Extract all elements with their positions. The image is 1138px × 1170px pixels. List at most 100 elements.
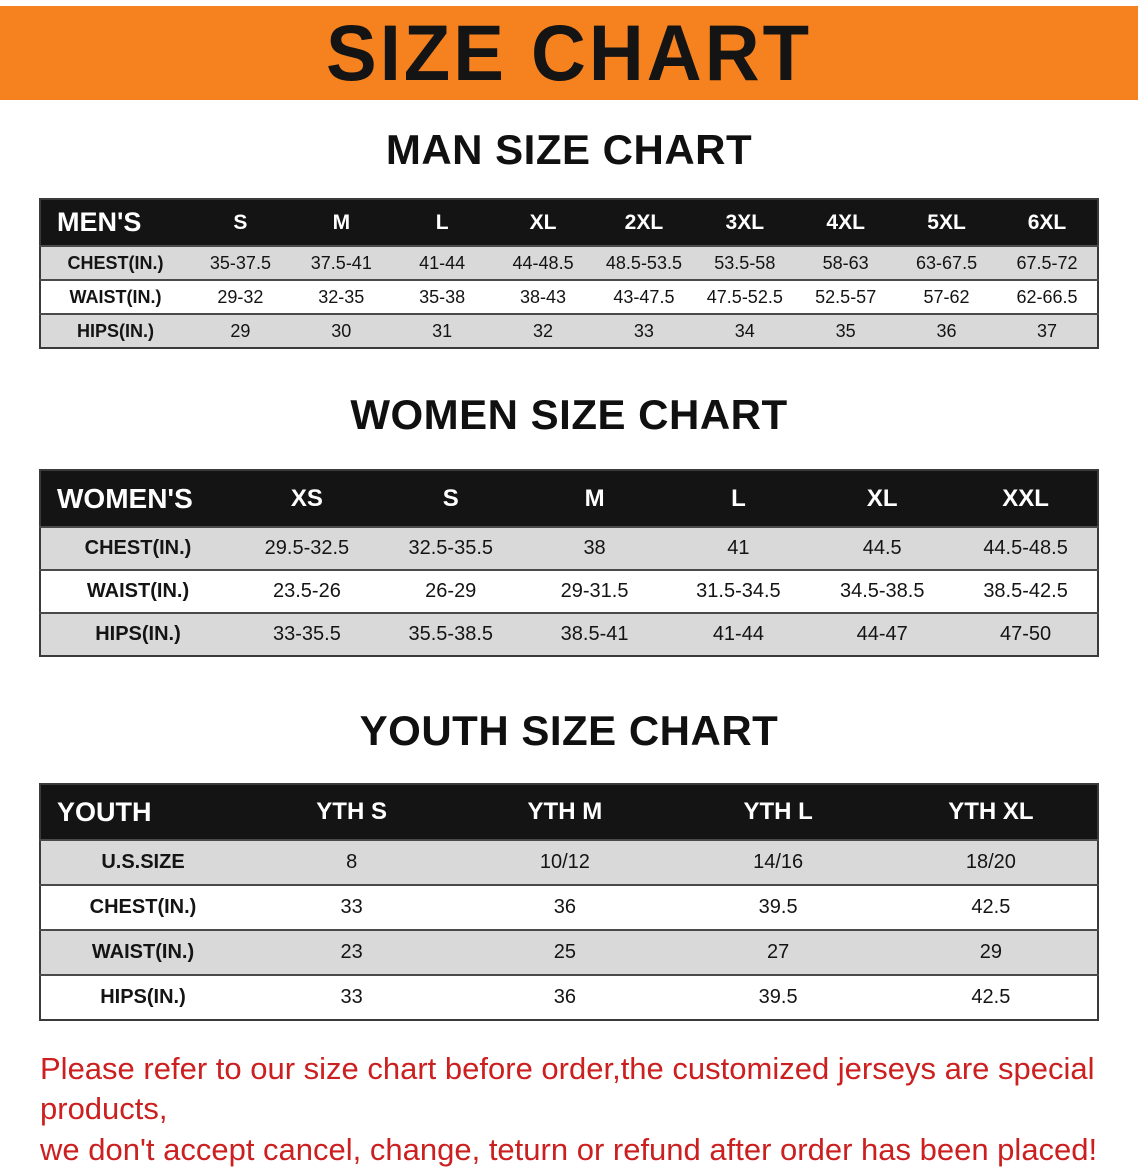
- size-header-cell: 6XL: [997, 199, 1098, 246]
- value-cell: 42.5: [971, 896, 1011, 918]
- value-cell: 38.5-42.5: [983, 580, 1068, 602]
- value-cell: 33: [633, 320, 654, 341]
- value-cell: 32: [533, 320, 554, 341]
- value-cell: 36: [553, 986, 576, 1008]
- value-cell: 35: [835, 320, 856, 341]
- value-cell: 63-67.5: [916, 252, 978, 273]
- men-size-chart-heading: MAN SIZE CHART: [385, 126, 753, 173]
- measurement-row: WAIST(IN.) 29-32 32-35 35-38 38-43 43-47.5 47.…: [40, 280, 1098, 314]
- size-header-cell: 2XL: [593, 199, 695, 246]
- table-header-row: WOMEN'S XS S M L XL XXL: [40, 470, 1098, 527]
- value-cell: 39.5: [758, 896, 798, 918]
- table-header-row: YOUTH YTH S YTH M YTH L YTH XL: [40, 784, 1098, 840]
- page-title: SIZE CHART: [326, 8, 812, 98]
- disclaimer-line-1: Please refer to our size chart before or…: [40, 1051, 1095, 1127]
- size-header-cell: S: [190, 199, 291, 246]
- value-cell: 41: [727, 537, 750, 559]
- value-cell: 44-48.5: [512, 252, 574, 273]
- value-cell: 58-63: [822, 252, 869, 273]
- youth-size-table: YOUTH YTH S YTH M YTH L YTH XL U.S.SIZE 8 10/12…: [39, 783, 1099, 1021]
- value-cell: 29.5-32.5: [264, 537, 350, 559]
- row-label-cell: CHEST(IN.): [89, 896, 197, 918]
- value-cell: 44-47: [856, 623, 908, 645]
- value-cell: 33: [340, 986, 363, 1008]
- size-header-cell: YTH L: [671, 784, 885, 840]
- value-cell: 29: [230, 320, 251, 341]
- banner: SIZE CHART: [0, 6, 1138, 100]
- measurement-row: CHEST(IN.) 29.5-32.5 32.5-35.5 38 41 44.5 44.5…: [40, 527, 1098, 570]
- value-cell: 29-31.5: [560, 580, 629, 602]
- row-label-cell: WAIST(IN.): [86, 580, 190, 602]
- value-cell: 41-44: [712, 623, 764, 645]
- value-cell: 23.5-26: [272, 580, 341, 602]
- table-title-cell: MEN'S: [40, 199, 190, 246]
- value-cell: 67.5-72: [1016, 252, 1078, 273]
- value-cell: 44.5-48.5: [983, 537, 1068, 559]
- disclaimer-line-2: we don't accept cancel, change, teturn o…: [40, 1131, 1098, 1167]
- value-cell: 43-47.5: [613, 286, 675, 307]
- value-cell: 33: [340, 896, 363, 918]
- value-cell: 35-38: [419, 286, 466, 307]
- value-cell: 37: [1036, 320, 1058, 341]
- value-cell: 38: [583, 537, 606, 559]
- size-header-cell: XL: [492, 199, 594, 246]
- value-cell: 34: [734, 320, 755, 341]
- value-cell: 35-37.5: [209, 252, 271, 273]
- value-cell: 37.5-41: [310, 252, 372, 273]
- section-youth: YOUTH SIZE CHART YOUTH YTH S YTH M YTH L YTH…: [0, 707, 1138, 1021]
- value-cell: 32.5-35.5: [408, 537, 493, 559]
- row-label-cell: HIPS(IN.): [95, 623, 181, 645]
- size-chart-page: SIZE CHART MAN SIZE CHART MEN'S S M L XL 2XL 3…: [0, 6, 1138, 1170]
- measurement-row: HIPS(IN.) 33 36 39.5 42.5: [40, 975, 1098, 1020]
- row-label-cell: CHEST(IN.): [67, 252, 164, 273]
- value-cell: 41-44: [419, 252, 466, 273]
- value-cell: 31.5-34.5: [696, 580, 781, 602]
- value-cell: 33-35.5: [272, 623, 341, 645]
- value-cell: 36: [936, 320, 957, 341]
- value-cell: 62-66.5: [1016, 286, 1078, 307]
- value-cell: 36: [553, 896, 576, 918]
- value-cell: 27: [767, 941, 790, 963]
- table-header-row: MEN'S S M L XL 2XL 3XL 4XL 5XL 6XL: [40, 199, 1098, 246]
- table-title-cell: WOMEN'S: [40, 470, 235, 527]
- size-header-cell: XXL: [954, 470, 1098, 527]
- value-cell: 18/20: [965, 851, 1016, 873]
- women-size-chart-heading: WOMEN SIZE CHART: [350, 391, 788, 438]
- size-header-cell: XL: [810, 470, 955, 527]
- value-cell: 29-32: [217, 286, 264, 307]
- disclaimer: Please refer to our size chart before or…: [40, 1049, 1118, 1170]
- value-cell: 57-62: [923, 286, 970, 307]
- value-cell: 34.5-38.5: [839, 580, 925, 602]
- measurement-row: WAIST(IN.) 23 25 27 29: [40, 930, 1098, 975]
- row-label-cell: U.S.SIZE: [101, 851, 185, 873]
- value-cell: 44.5: [862, 537, 902, 559]
- value-cell: 26-29: [425, 580, 477, 602]
- value-cell: 29: [979, 941, 1002, 963]
- value-cell: 38-43: [520, 286, 567, 307]
- value-cell: 25: [553, 941, 576, 963]
- measurement-row: HIPS(IN.) 29 30 31 32 33 34 35 36 37: [40, 314, 1098, 348]
- size-header-cell: L: [391, 199, 493, 246]
- value-cell: 35.5-38.5: [408, 623, 493, 645]
- measurement-row: U.S.SIZE 8 10/12 14/16 18/20: [40, 840, 1098, 885]
- value-cell: 47.5-52.5: [706, 286, 783, 307]
- row-label-cell: HIPS(IN.): [100, 986, 186, 1008]
- row-label-cell: WAIST(IN.): [91, 941, 195, 963]
- size-header-cell: M: [522, 470, 667, 527]
- size-header-cell: 3XL: [694, 199, 796, 246]
- value-cell: 31: [432, 320, 453, 341]
- men-size-table: MEN'S S M L XL 2XL 3XL 4XL 5XL 6XL CHEST(IN.) 35-37…: [39, 198, 1099, 349]
- value-cell: 53.5-58: [714, 252, 776, 273]
- row-label-cell: CHEST(IN.): [84, 537, 192, 559]
- value-cell: 47-50: [999, 623, 1052, 645]
- size-header-cell: YTH XL: [884, 784, 1098, 840]
- size-header-cell: L: [666, 470, 811, 527]
- value-cell: 23: [340, 941, 363, 963]
- size-header-cell: YTH S: [245, 784, 459, 840]
- row-label-cell: WAIST(IN.): [69, 286, 162, 307]
- value-cell: 38.5-41: [560, 623, 629, 645]
- section-women: WOMEN SIZE CHART WOMEN'S XS S M L XL XXL CHEST(…: [0, 391, 1138, 657]
- value-cell: 14/16: [753, 851, 804, 873]
- women-size-table: WOMEN'S XS S M L XL XXL CHEST(IN.) 29.5-32.5 32.5…: [39, 469, 1099, 657]
- value-cell: 52.5-57: [815, 286, 877, 307]
